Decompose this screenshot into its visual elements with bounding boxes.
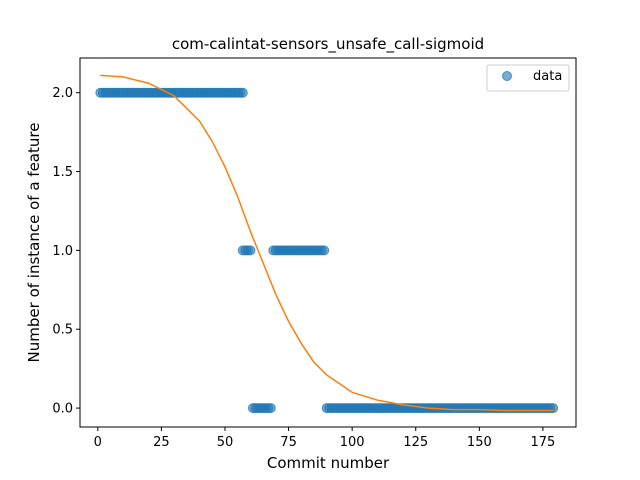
legend-marker-data [502, 71, 512, 81]
fit-curve [100, 74, 554, 412]
y-tick-label: 2.0 [52, 86, 73, 101]
x-axis-label: Commit number [267, 454, 390, 472]
y-axis-label: Number of instance of a feature [25, 123, 43, 363]
x-tick-label: 50 [217, 435, 234, 450]
x-tick-label: 175 [531, 435, 556, 450]
plot-layer [95, 74, 559, 414]
x-tick-label: 0 [94, 435, 102, 450]
legend-label-data: data [533, 69, 562, 84]
x-tick-label: 150 [467, 435, 492, 450]
x-tick-label: 75 [280, 435, 297, 450]
y-tick-label: 0.5 [52, 323, 73, 338]
y-tick-label: 0.0 [52, 402, 73, 417]
ticks-layer: 0 25 50 75 100 125 150 175 0.0 0.5 1.0 1.5 2.0 [52, 86, 555, 450]
legend: data [486, 64, 570, 92]
x-tick-label: 125 [403, 435, 428, 450]
data-point [265, 403, 276, 414]
plot-frame [79, 57, 577, 428]
chart-title: com-calintat-sensors_unsafe_call-sigmoid [172, 35, 484, 54]
data-point [548, 403, 559, 414]
y-tick-label: 1.0 [52, 244, 73, 259]
data-point [237, 87, 248, 98]
x-tick-label: 25 [153, 435, 170, 450]
y-tick-label: 1.5 [52, 165, 73, 180]
x-tick-label: 100 [340, 435, 365, 450]
data-point [319, 245, 330, 256]
data-point [245, 245, 256, 256]
